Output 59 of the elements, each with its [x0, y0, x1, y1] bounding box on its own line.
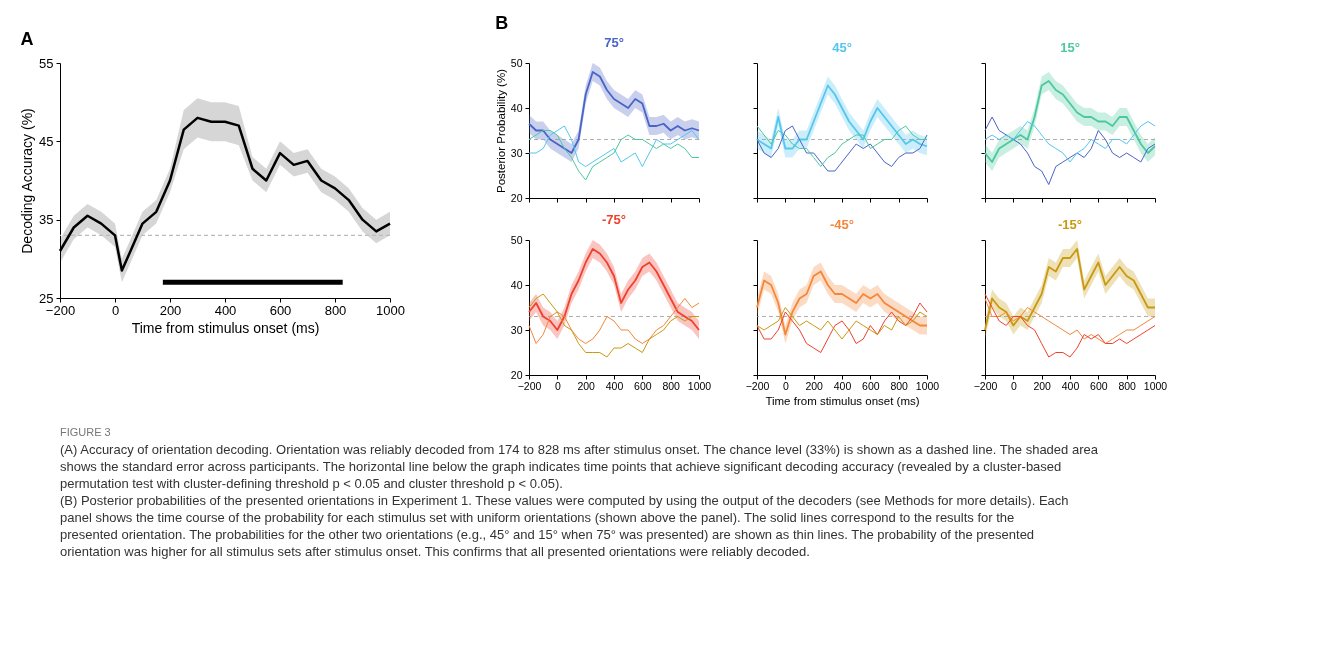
y-tick-label: 30 [510, 323, 523, 336]
x-tick-label: 1000 [376, 302, 405, 318]
x-tick-label: −200 [517, 379, 542, 392]
x-tick-label: 0 [1010, 379, 1017, 392]
line-series [528, 130, 700, 181]
x-axis-title: Time from stimulus onset (ms) [765, 395, 920, 407]
chart-title: -15° [1058, 216, 1082, 232]
line-series [528, 293, 700, 358]
x-tick-label: 600 [634, 379, 652, 392]
chart-title: A [20, 29, 34, 49]
x-tick-label: −200 [973, 379, 998, 392]
text: (B) Posterior probabilities of the presented orientations in Experiment 1. These values were computed by using the output of the decoders (see Methods for more details). Each panel shows the time course of the probability for each stimulus set with uniform orientations (shown above the panel). The solid lines correspond to the results for the presented orientation. The probabilities for the other two orientations (e.g., 45° and 15° when 75° was presented) are shown as thin lines. The probability of the presented orientation was higher for all stimulus sets after stimulus onset. This confirms that all presented orientations were reliably decoded. [60, 493, 1069, 559]
line-series [528, 125, 700, 167]
text: (A) Accuracy of orientation decoding. Orientation was reliably decoded from 174 to 828 ms after stimulus onset. The chance level (33%) is shown as a dashed line. The shaded area shows the standard error across participants. The horizontal line below the graph indicates time points that achieve significant decoding accuracy (revealed by a cluster-based permutation test with cluster-defining threshold p < 0.05 and cluster threshold p < 0.05). [60, 442, 1099, 491]
y-tick-label: 35 [39, 212, 54, 228]
chart-title: 15° [1060, 39, 1080, 55]
x-tick-label: 800 [1118, 379, 1137, 392]
y-tick-label: 40 [510, 101, 523, 114]
y-tick-label: 50 [510, 56, 523, 69]
chart-title: -45° [830, 216, 854, 232]
x-tick-label: 1000 [1143, 379, 1168, 392]
x-tick-label: 400 [605, 379, 624, 392]
y-tick-label: 55 [39, 55, 54, 71]
x-tick-label: 200 [159, 302, 182, 318]
x-tick-label: 0 [554, 379, 561, 392]
line-series [528, 248, 700, 331]
caption: FIGURE 3 [60, 426, 111, 438]
x-tick-label: 800 [662, 379, 681, 392]
x-tick-label: 600 [269, 302, 292, 318]
x-axis-title: Time from stimulus onset (ms) [131, 319, 320, 336]
x-tick-label: 600 [862, 379, 880, 392]
chart-title: -75° [602, 212, 626, 227]
x-tick-label: 600 [1090, 379, 1108, 392]
chart-title: 45° [832, 39, 852, 55]
x-tick-label: 1000 [687, 379, 712, 392]
x-tick-label: 200 [1033, 379, 1052, 392]
x-tick-label: 1000 [915, 379, 940, 392]
x-tick-label: −200 [745, 379, 770, 392]
y-axis-title: Posterior Probability (%) [494, 68, 507, 193]
x-tick-label: 400 [214, 302, 237, 318]
y-axis-title: Decoding Accuracy (%) [19, 108, 36, 254]
y-tick-label: 20 [510, 368, 523, 381]
y-tick-label: 40 [510, 278, 523, 291]
x-tick-label: 200 [577, 379, 596, 392]
line-series [528, 71, 700, 154]
y-tick-label: 50 [510, 233, 523, 246]
line-series [528, 298, 700, 344]
x-tick-label: 0 [782, 379, 789, 392]
x-tick-label: 200 [805, 379, 824, 392]
x-tick-label: 400 [833, 379, 852, 392]
x-tick-label: 800 [890, 379, 909, 392]
y-tick-label: 20 [510, 191, 523, 204]
y-tick-label: 30 [510, 146, 523, 159]
chart-title: 75° [604, 35, 624, 50]
x-tick-label: 0 [111, 302, 120, 318]
x-tick-label: 800 [324, 302, 347, 318]
text: B [495, 13, 509, 33]
x-tick-label: 400 [1061, 379, 1080, 392]
y-tick-label: 45 [39, 133, 54, 149]
